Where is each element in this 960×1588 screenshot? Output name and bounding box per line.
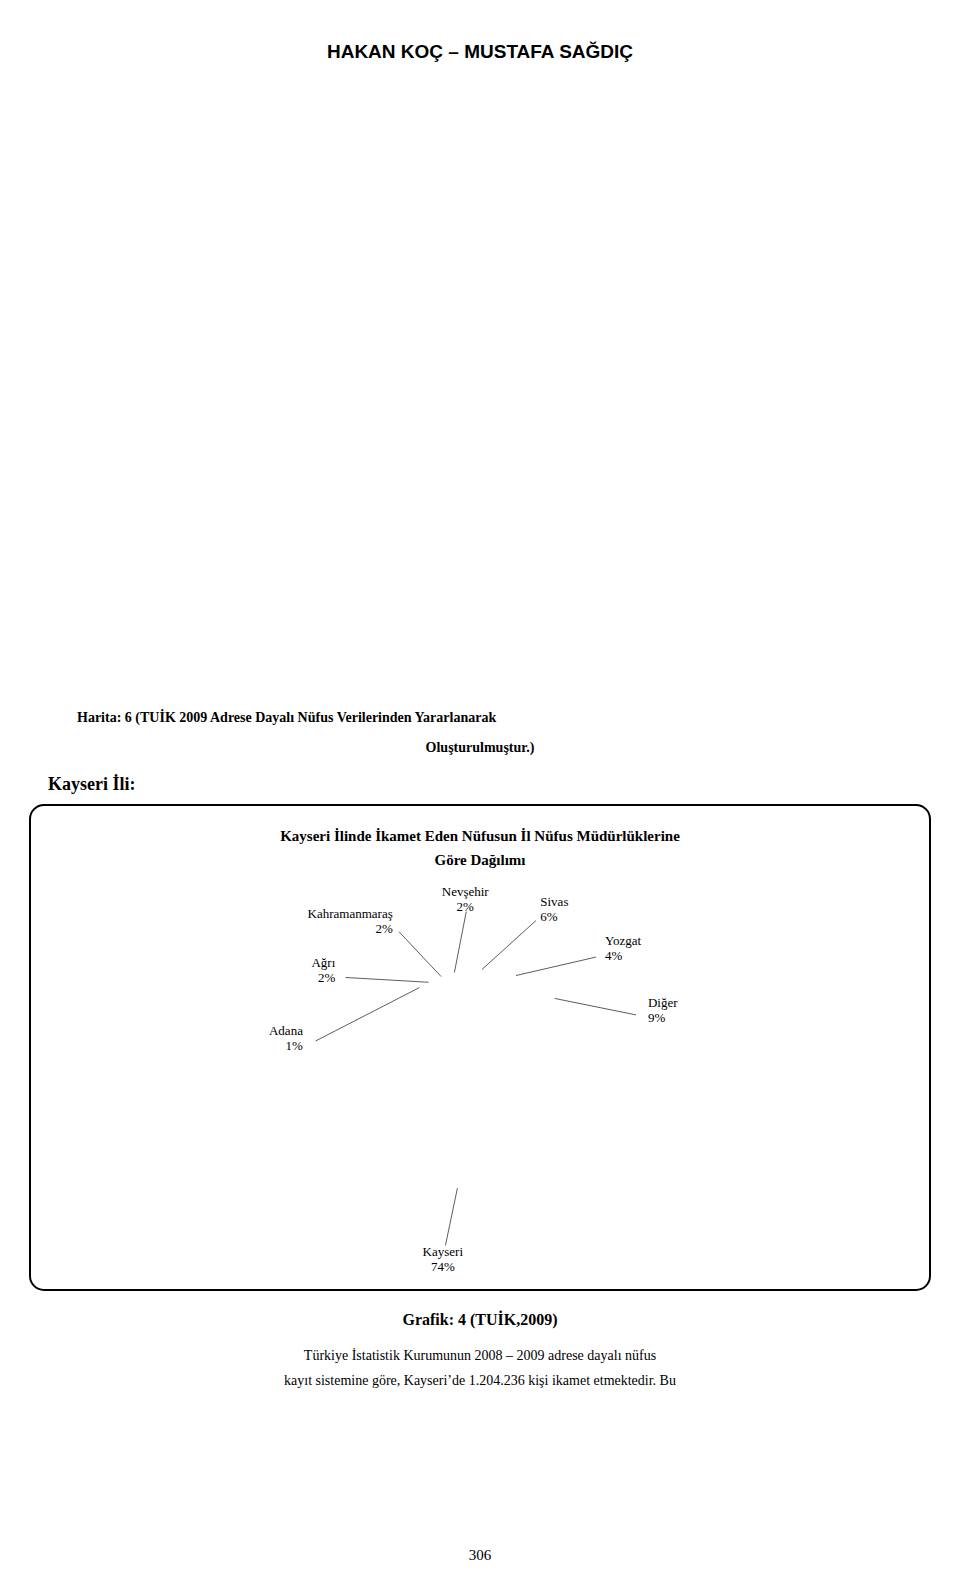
- slice-value: 6%: [540, 909, 558, 924]
- slice-name: Ağrı: [311, 955, 335, 970]
- data-label: Ağrı2%: [311, 955, 335, 985]
- leader-line: [316, 988, 420, 1041]
- leader-line: [399, 932, 441, 977]
- leader-line: [516, 957, 596, 975]
- leader-line: [346, 977, 429, 982]
- data-label: Adana1%: [269, 1023, 303, 1053]
- map-caption: Harita: 6 (TUİK 2009 Adrese Dayalı Nüfus…: [77, 709, 496, 726]
- slice-name: Nevşehir: [442, 884, 490, 899]
- chart-caption: Grafik: 4 (TUİK,2009): [402, 1310, 557, 1329]
- leader-line: [454, 912, 466, 973]
- slice-name: Kayseri: [423, 1244, 464, 1259]
- slice-name: Sivas: [540, 894, 568, 909]
- leader-line: [445, 1188, 457, 1245]
- data-label: Yozgat4%: [605, 933, 642, 963]
- data-label: Kayseri74%: [423, 1244, 464, 1274]
- data-label: Kahramanmaraş2%: [308, 906, 393, 936]
- slice-value: 74%: [431, 1259, 455, 1274]
- slice-value: 2%: [375, 921, 393, 936]
- page-number: 306: [469, 1547, 492, 1563]
- chart-frame: [30, 805, 930, 1290]
- section-title: Kayseri İli:: [48, 774, 136, 794]
- chart-title: Kayseri İlinde İkamet Eden Nüfusun İl Nü…: [280, 828, 680, 844]
- slice-value: 2%: [318, 970, 336, 985]
- slice-value: 2%: [457, 899, 475, 914]
- slice-name: Yozgat: [605, 933, 642, 948]
- data-label: Nevşehir2%: [442, 884, 490, 914]
- page: HAKAN KOÇ – MUSTAFA SAĞDIÇ Harita: 6 (TUİ…: [0, 0, 960, 1588]
- map-caption: Oluşturulmuştur.): [426, 740, 535, 756]
- page-header: HAKAN KOÇ – MUSTAFA SAĞDIÇ: [327, 41, 633, 62]
- body-text: Türkiye İstatistik Kurumunun 2008 – 2009…: [304, 1348, 656, 1363]
- chart-title: Göre Dağılımı: [435, 852, 526, 868]
- slice-value: 9%: [648, 1010, 666, 1025]
- slice-value: 1%: [286, 1038, 304, 1053]
- leader-line: [482, 921, 536, 970]
- data-label: Diğer9%: [648, 995, 678, 1025]
- leader-line: [555, 998, 636, 1014]
- slice-name: Kahramanmaraş: [308, 906, 393, 921]
- body-text: kayıt sistemine göre, Kayseri’de 1.204.2…: [284, 1373, 676, 1388]
- data-labels: Adana1%Ağrı2%Kahramanmaraş2%Nevşehir2%Si…: [269, 884, 678, 1274]
- data-label: Sivas6%: [540, 894, 568, 924]
- slice-name: Adana: [269, 1023, 303, 1038]
- slice-value: 4%: [605, 948, 623, 963]
- slice-name: Diğer: [648, 995, 678, 1010]
